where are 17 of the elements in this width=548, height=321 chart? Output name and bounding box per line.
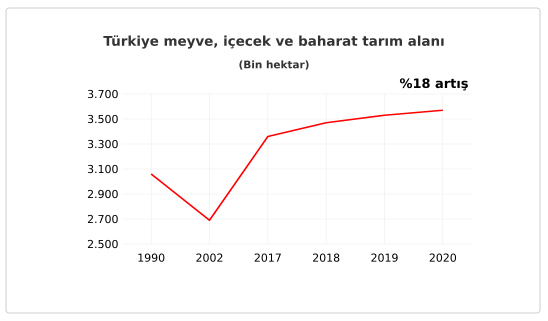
y-tick-label: 2.500 <box>88 240 118 248</box>
chart-title: Türkiye meyve, içecek ve baharat tarım alanı <box>103 35 444 49</box>
x-tick-label: 2020 <box>430 254 456 262</box>
y-tick-label: 3.300 <box>88 140 118 148</box>
x-tick-label: 2018 <box>313 254 340 262</box>
x-tick-label: 2017 <box>254 254 281 262</box>
x-tick-label: 1990 <box>138 254 164 262</box>
y-tick-label: 2.700 <box>88 214 118 224</box>
y-tick-label: 3.500 <box>88 114 118 124</box>
x-tick-label: 2019 <box>371 254 398 262</box>
y-tick-label: 2.900 <box>88 190 118 198</box>
x-tick-label: 2002 <box>196 254 222 262</box>
text: %18 artış <box>400 78 468 90</box>
line-series <box>150 109 444 222</box>
y-tick-label: 3.700 <box>88 90 118 98</box>
chart-subtitle: (Bin hektar) <box>239 60 309 70</box>
y-tick-label: 3.100 <box>88 164 118 174</box>
